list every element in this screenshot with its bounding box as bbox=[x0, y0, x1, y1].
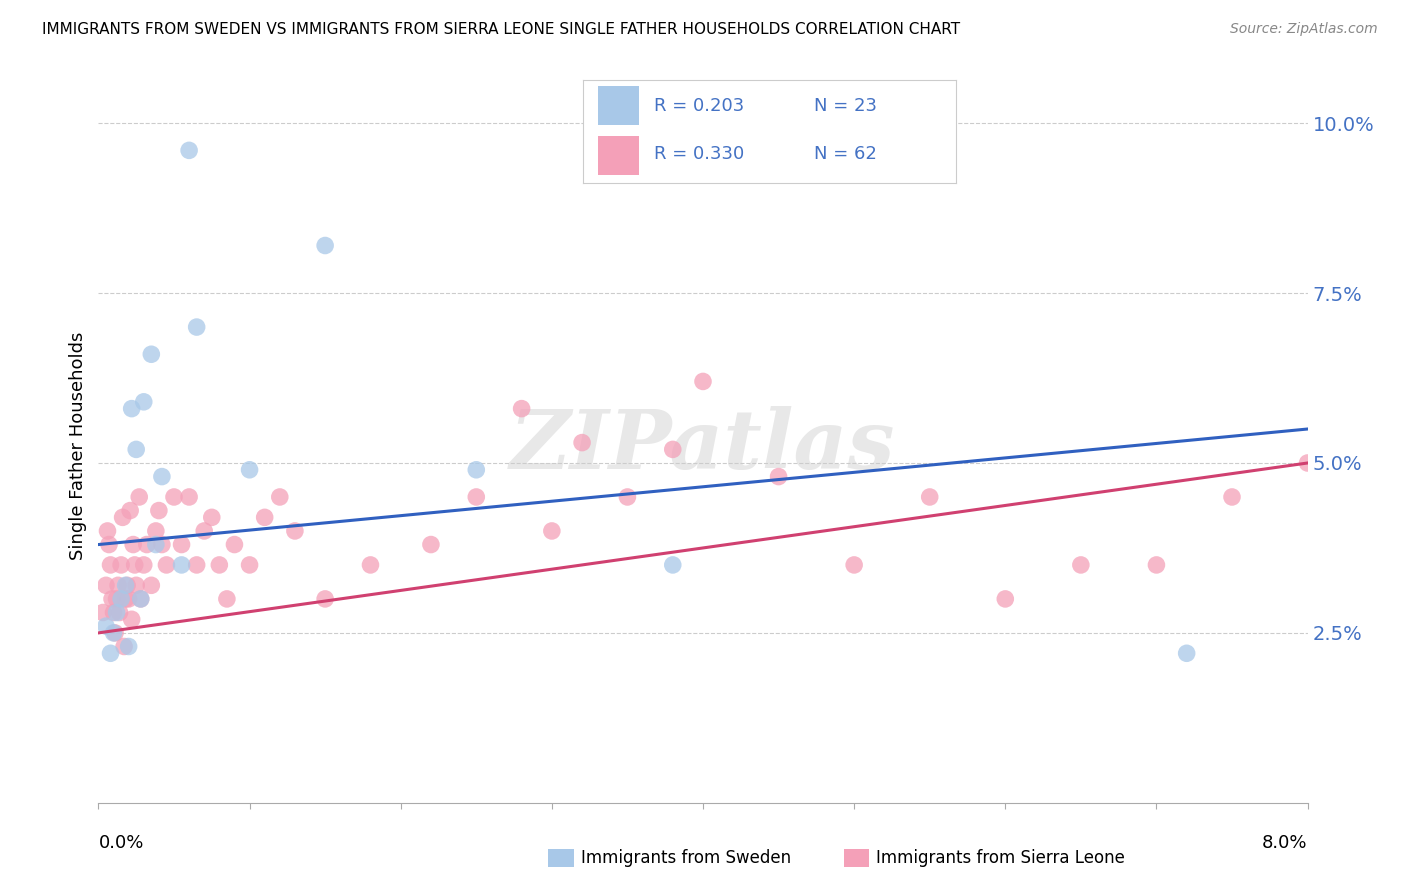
Point bbox=[105, 606, 128, 620]
Point bbox=[124, 558, 146, 572]
Point bbox=[186, 320, 208, 334]
Point bbox=[177, 144, 201, 158]
Text: 8.0%: 8.0% bbox=[1263, 834, 1308, 852]
Point bbox=[91, 606, 114, 620]
Point bbox=[1296, 456, 1319, 470]
Point bbox=[239, 463, 262, 477]
Point bbox=[145, 537, 167, 551]
Point bbox=[94, 578, 117, 592]
Point bbox=[284, 524, 307, 538]
Point bbox=[1070, 558, 1092, 572]
Point bbox=[661, 442, 683, 457]
Point bbox=[100, 646, 122, 660]
Point bbox=[115, 578, 138, 592]
Text: 0.0%: 0.0% bbox=[98, 834, 143, 852]
Point bbox=[132, 394, 155, 409]
Point bbox=[208, 558, 231, 572]
Point bbox=[128, 490, 150, 504]
Point bbox=[239, 558, 262, 572]
Point bbox=[110, 558, 132, 572]
Point bbox=[994, 591, 1017, 606]
Point bbox=[114, 591, 136, 606]
Point bbox=[253, 510, 276, 524]
Point bbox=[540, 524, 562, 538]
Point bbox=[1144, 558, 1167, 572]
Point bbox=[114, 578, 136, 592]
Point bbox=[118, 640, 141, 654]
Point bbox=[141, 347, 163, 361]
Point bbox=[465, 463, 488, 477]
Point bbox=[110, 591, 132, 606]
Point bbox=[1175, 646, 1198, 660]
Point bbox=[193, 524, 215, 538]
Point bbox=[661, 558, 683, 572]
Point bbox=[129, 591, 152, 606]
Text: R = 0.330: R = 0.330 bbox=[654, 145, 745, 163]
Point bbox=[150, 469, 173, 483]
Point bbox=[132, 558, 155, 572]
Text: R = 0.203: R = 0.203 bbox=[654, 97, 745, 115]
Point bbox=[121, 401, 143, 416]
Point bbox=[571, 435, 593, 450]
Text: Immigrants from Sweden: Immigrants from Sweden bbox=[581, 849, 790, 867]
Point bbox=[616, 490, 638, 504]
Point bbox=[186, 558, 208, 572]
Point bbox=[112, 640, 135, 654]
Point bbox=[314, 238, 336, 252]
Point bbox=[768, 163, 790, 178]
Point bbox=[141, 578, 163, 592]
Point bbox=[103, 626, 125, 640]
Point bbox=[100, 558, 122, 572]
Text: N = 62: N = 62 bbox=[814, 145, 877, 163]
Text: IMMIGRANTS FROM SWEDEN VS IMMIGRANTS FROM SIERRA LEONE SINGLE FATHER HOUSEHOLDS : IMMIGRANTS FROM SWEDEN VS IMMIGRANTS FRO… bbox=[42, 22, 960, 37]
Point bbox=[215, 591, 238, 606]
Point bbox=[177, 490, 201, 504]
Point bbox=[101, 591, 124, 606]
Point bbox=[96, 524, 118, 538]
Point bbox=[125, 578, 148, 592]
Text: Source: ZipAtlas.com: Source: ZipAtlas.com bbox=[1230, 22, 1378, 37]
Point bbox=[918, 490, 941, 504]
Point bbox=[170, 537, 193, 551]
Point bbox=[420, 537, 443, 551]
Point bbox=[148, 503, 170, 517]
Point bbox=[107, 578, 129, 592]
Point bbox=[768, 469, 790, 483]
Point bbox=[163, 490, 186, 504]
Point bbox=[1220, 490, 1243, 504]
Point bbox=[150, 537, 173, 551]
Text: Immigrants from Sierra Leone: Immigrants from Sierra Leone bbox=[876, 849, 1125, 867]
Point bbox=[692, 375, 714, 389]
Point bbox=[224, 537, 246, 551]
Text: ZIPatlas: ZIPatlas bbox=[510, 406, 896, 486]
Point bbox=[105, 591, 128, 606]
Point bbox=[122, 537, 145, 551]
Point bbox=[465, 490, 488, 504]
Point bbox=[118, 591, 141, 606]
Point bbox=[269, 490, 291, 504]
Point bbox=[103, 606, 125, 620]
Point bbox=[314, 591, 336, 606]
Point bbox=[120, 503, 142, 517]
Point bbox=[129, 591, 152, 606]
Point bbox=[94, 619, 117, 633]
Y-axis label: Single Father Households: Single Father Households bbox=[69, 332, 87, 560]
Point bbox=[145, 524, 167, 538]
FancyBboxPatch shape bbox=[599, 136, 640, 175]
Point bbox=[121, 612, 143, 626]
Point bbox=[135, 537, 157, 551]
FancyBboxPatch shape bbox=[599, 87, 640, 126]
Point bbox=[170, 558, 193, 572]
Point bbox=[125, 442, 148, 457]
Point bbox=[104, 626, 127, 640]
Point bbox=[844, 558, 866, 572]
Point bbox=[201, 510, 224, 524]
Point bbox=[111, 510, 134, 524]
Point bbox=[155, 558, 177, 572]
Point bbox=[510, 401, 533, 416]
Point bbox=[108, 606, 131, 620]
Text: N = 23: N = 23 bbox=[814, 97, 877, 115]
Point bbox=[98, 537, 121, 551]
Point bbox=[360, 558, 382, 572]
